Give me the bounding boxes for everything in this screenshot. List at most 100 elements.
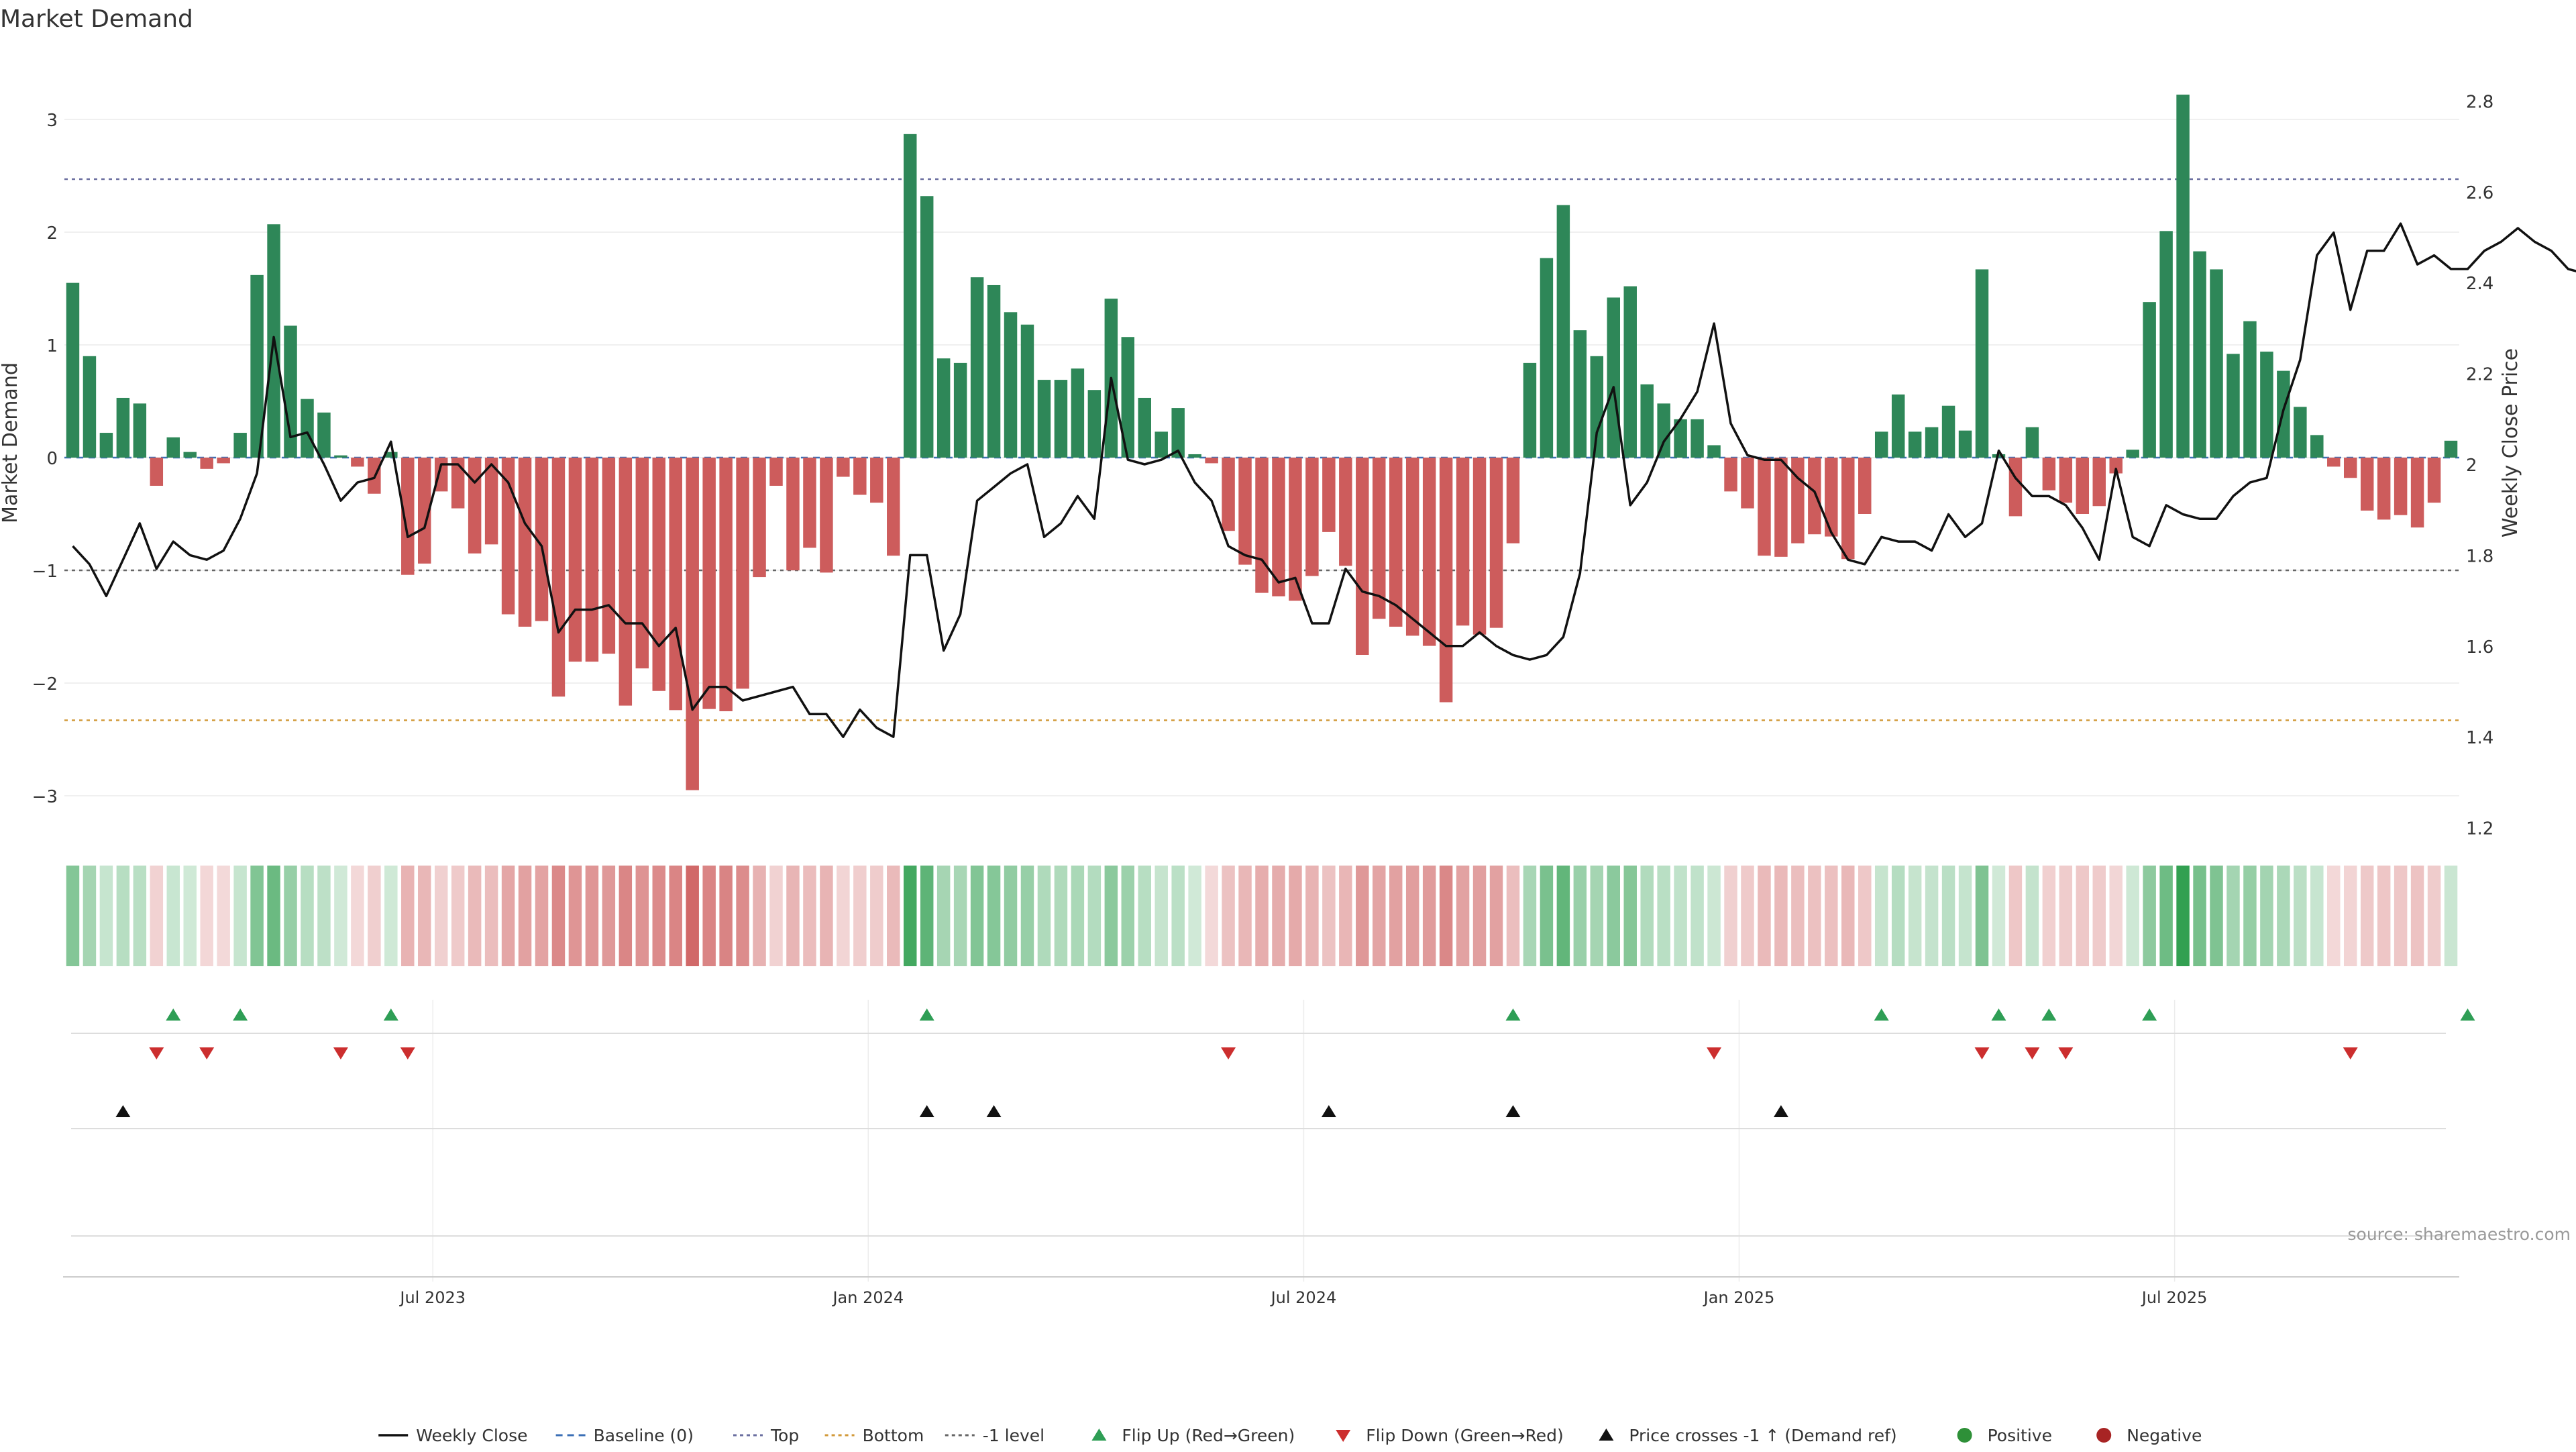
demand-bar [1875,431,1888,458]
heatmap-cell [887,866,900,966]
y-tick-label: 2 [46,223,58,244]
demand-bar [1623,287,1636,458]
y-tick-label: −1 [32,562,58,582]
heatmap-cell [1724,866,1737,966]
chart-title: Market Demand [0,5,193,33]
demand-bar [2310,435,2323,458]
demand-bar [1155,431,1167,458]
demand-bar [1071,368,1084,458]
y-tick-label: −3 [32,787,58,807]
x-tick-label: Jul 2024 [1270,1288,1337,1307]
demand-bar [569,458,582,662]
heatmap-cell [1490,866,1503,966]
demand-bar [1038,380,1051,458]
demand-bar [1004,312,1017,458]
demand-bar [1205,458,1218,463]
heatmap-cell [669,866,682,966]
heatmap-cell [1138,866,1151,966]
demand-bar [301,399,313,458]
legend-label: -1 level [983,1426,1044,1445]
y-tick-label-right: 1.6 [2466,637,2493,658]
demand-bar [2093,458,2106,506]
heatmap-cell [1188,866,1201,966]
heatmap-cell [1473,866,1486,966]
heatmap-cell [2361,866,2373,966]
x-tick-label: Jul 2023 [398,1288,466,1307]
y-tick-label-right: 1.8 [2466,546,2493,566]
x-tick-label: Jan 2024 [831,1288,904,1307]
heatmap-cell [1255,866,1268,966]
heatmap-cell [1339,866,1352,966]
heatmap-cell [786,866,799,966]
heatmap-cell [301,866,313,966]
heatmap-cell [200,866,213,966]
heatmap-cell [954,866,967,966]
heatmap-cell [769,866,782,966]
demand-bar [1490,458,1503,628]
heatmap-cell [1758,866,1770,966]
demand-bar [217,458,229,463]
heatmap-cell [1690,866,1703,966]
heatmap-cell [1272,866,1285,966]
demand-bar [2159,231,2172,458]
heatmap-cell [2277,866,2290,966]
demand-bar [100,433,113,458]
demand-heatmap-strip [66,866,2458,966]
demand-bar [586,458,598,662]
heatmap-cell [803,866,816,966]
heatmap-cell [2076,866,2089,966]
heatmap-cell [1976,866,1988,966]
heatmap-cell [586,866,598,966]
demand-bar [1574,330,1587,458]
heatmap-cell [653,866,665,966]
y-tick-label-right: 2 [2466,456,2477,476]
demand-bar [184,452,197,458]
y-tick-label: 3 [46,111,58,131]
heatmap-cell [1238,866,1251,966]
heatmap-cell [334,866,347,966]
demand-bar [602,458,615,654]
demand-bar [1255,458,1268,593]
demand-bar [2176,95,2189,458]
demand-bar [1942,406,1955,458]
heatmap-cell [1004,866,1017,966]
demand-bar [736,458,749,688]
heatmap-cell [2126,866,2139,966]
heatmap-cell [2009,866,2022,966]
heatmap-cell [1674,866,1686,966]
demand-bar [2394,458,2407,515]
heatmap-cell [2260,866,2273,966]
demand-bar [686,458,698,790]
demand-bar [837,458,849,477]
demand-bar [1892,395,1904,458]
heatmap-cell [535,866,548,966]
legend-label: Price crosses -1 ↑ (Demand ref) [1629,1426,1896,1445]
demand-bar [117,398,129,458]
heatmap-cell [485,866,498,966]
heatmap-cell [317,866,330,966]
heatmap-cell [368,866,380,966]
heatmap-cell [2243,866,2256,966]
demand-bar [1774,458,1787,557]
heatmap-cell [2294,866,2306,966]
heatmap-cell [1892,866,1904,966]
heatmap-cell [519,866,531,966]
y-tick-label: 1 [46,336,58,356]
heatmap-cell [468,866,481,966]
heatmap-cell [351,866,364,966]
heatmap-cell [1406,866,1419,966]
heatmap-cell [1122,866,1134,966]
demand-bar [2226,354,2239,458]
demand-bar [769,458,782,486]
demand-bar [1959,431,1972,458]
heatmap-cell [217,866,229,966]
heatmap-cell [2210,866,2222,966]
demand-bar [904,134,916,458]
source-note: source: sharemaestro.com [2348,1225,2571,1244]
demand-bar [853,458,866,495]
demand-bar [1791,458,1804,543]
heatmap-cell [167,866,180,966]
heatmap-cell [2310,866,2323,966]
heatmap-cell [133,866,146,966]
demand-bar [66,283,79,458]
